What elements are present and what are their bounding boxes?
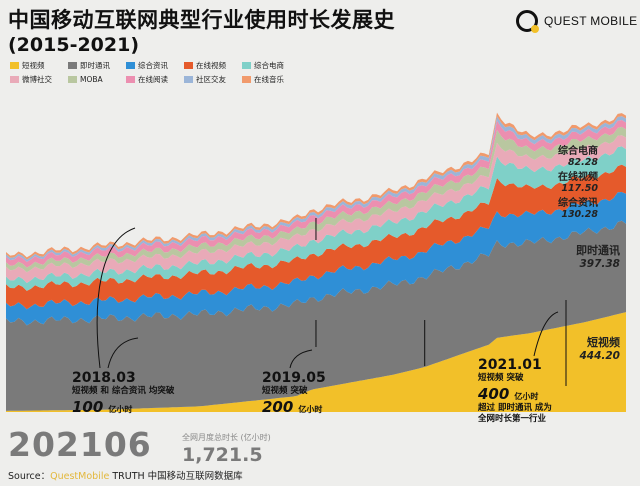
connector-2018-short [107, 337, 139, 369]
legend-label: 综合资讯 [138, 61, 168, 70]
legend-label: MOBA [80, 75, 103, 84]
series-label-name: 综合电商 [558, 146, 598, 157]
legend-label: 社区交友 [196, 75, 226, 84]
legend-swatch [10, 76, 19, 83]
series-label-value: 444.20 [579, 350, 620, 362]
legend-item: 综合电商 [242, 60, 300, 71]
annotation-unit: 亿小时 [298, 405, 323, 414]
legend-label: 综合电商 [254, 61, 284, 70]
legend-swatch [242, 62, 251, 69]
area-series-1 [6, 220, 626, 411]
series-label-value: 82.28 [567, 157, 598, 168]
legend-item: 在线阅读 [126, 74, 184, 85]
annotation-2018-03: 2018.03 短视频 和 综合资讯 均突破 100 亿小时 [72, 370, 174, 416]
legend-label: 在线音乐 [254, 75, 284, 84]
legend-swatch [242, 76, 251, 83]
connector-2019 [289, 349, 313, 369]
legend-item: 短视频 [10, 60, 68, 71]
annotation-text: 短视频 和 综合资讯 均突破 [72, 386, 175, 396]
annotation-value: 400 [478, 385, 510, 403]
series-label-name: 综合资讯 [558, 198, 598, 209]
legend-item: MOBA [68, 74, 126, 85]
series-label-value: 130.28 [561, 209, 598, 220]
legend-swatch [10, 62, 19, 69]
annotation-text: 短视频 突破 [262, 386, 308, 396]
legend-swatch [126, 76, 135, 83]
legend-item: 在线音乐 [242, 74, 300, 85]
legend-label: 即时通讯 [80, 61, 110, 70]
legend-label: 微博社交 [22, 75, 52, 84]
annotation-2021-01: 2021.01 短视频 突破 400 亿小时 超过 即时通讯 成为 全网时长第一… [478, 357, 552, 425]
area-series-4 [6, 146, 626, 291]
chart-period: (2015-2021) [8, 34, 140, 56]
connector-2021 [533, 311, 559, 357]
series-label-news: 综合资讯 130.28 [540, 194, 598, 220]
source-prefix: Source： [8, 471, 51, 482]
legend-swatch [184, 62, 193, 69]
series-label-online-video: 在线视频 117.50 [540, 168, 598, 194]
current-month: 202106 [8, 425, 152, 464]
legend: 短视频 即时通讯 综合资讯 在线视频 综合电商微博社交 MOBA 在线阅读 社区交友 在线音乐 [10, 60, 300, 85]
legend-item: 在线视频 [184, 60, 242, 71]
series-label-name: 短视频 [587, 336, 620, 349]
annotation-date: 2018.03 [72, 370, 136, 386]
series-label-short-video: 短视频 444.20 [560, 334, 620, 362]
series-label-name: 在线视频 [558, 172, 598, 183]
legend-swatch [68, 62, 77, 69]
brand: QUEST MOBILE [516, 10, 638, 33]
annotation-value: 100 [72, 398, 104, 416]
legend-item: 综合资讯 [126, 60, 184, 71]
total-value: 1,721.5 [182, 444, 263, 466]
source-note: Source：QuestMobile TRUTH 中国移动互联网数据库 [8, 468, 243, 482]
total-label: 全网月度总时长 (亿小时) [182, 433, 271, 442]
series-label-im: 即时通讯 397.38 [540, 242, 620, 270]
legend-swatch [126, 62, 135, 69]
brand-name: QUEST MOBILE [544, 14, 638, 28]
annotation-date: 2021.01 [478, 357, 542, 373]
series-label-ecommerce: 综合电商 82.28 [540, 142, 598, 168]
area-series-5 [6, 135, 626, 283]
annotation-value: 200 [262, 398, 294, 416]
legend-item: 微博社交 [10, 74, 68, 85]
legend-label: 短视频 [22, 61, 45, 70]
questmobile-logo-icon [516, 10, 539, 33]
annotation-unit: 亿小时 [108, 405, 133, 414]
area-series-7 [6, 120, 626, 268]
annotation-text: 超过 即时通讯 成为 [478, 403, 552, 413]
series-label-value: 397.38 [579, 258, 620, 270]
area-series-2 [6, 192, 626, 326]
legend-label: 在线阅读 [138, 75, 168, 84]
legend-item: 即时通讯 [68, 60, 126, 71]
source-rest: TRUTH 中国移动互联网数据库 [109, 471, 243, 482]
legend-label: 在线视频 [196, 61, 226, 70]
connector-2018-news [96, 227, 136, 369]
legend-swatch [68, 76, 77, 83]
source-brand: QuestMobile [50, 471, 110, 482]
series-label-value: 117.50 [561, 183, 598, 194]
annotation-date: 2019.05 [262, 370, 326, 386]
legend-swatch [184, 76, 193, 83]
annotation-text: 短视频 突破 [478, 373, 524, 383]
chart-title: 中国移动互联网典型行业使用时长发展史 [8, 8, 395, 32]
legend-item: 社区交友 [184, 74, 242, 85]
annotation-unit: 亿小时 [514, 392, 539, 401]
area-series-0 [6, 312, 626, 412]
series-label-name: 即时通讯 [576, 244, 620, 257]
annotation-text: 全网时长第一行业 [478, 414, 547, 424]
annotation-2019-05: 2019.05 短视频 突破 200 亿小时 [262, 370, 326, 416]
area-series-3 [6, 164, 626, 310]
